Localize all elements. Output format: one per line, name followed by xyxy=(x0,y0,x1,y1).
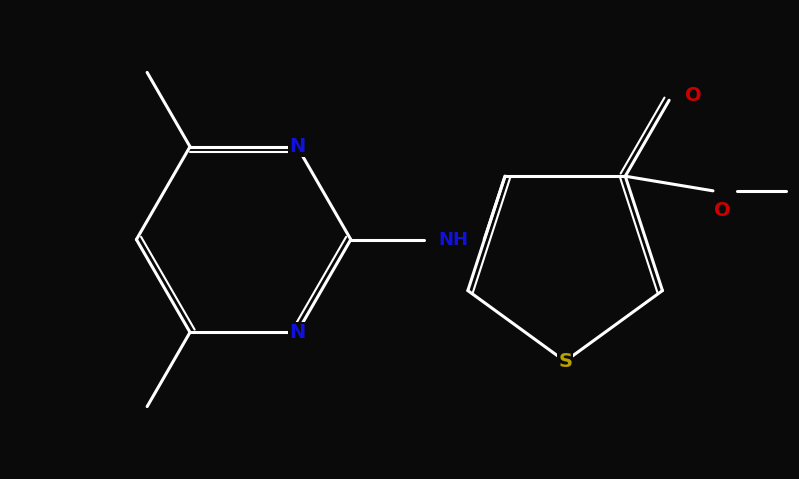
Text: N: N xyxy=(289,137,305,156)
Text: NH: NH xyxy=(438,230,468,249)
Text: N: N xyxy=(289,323,305,342)
Text: O: O xyxy=(686,86,702,105)
Text: S: S xyxy=(559,352,572,371)
Text: O: O xyxy=(714,201,731,220)
